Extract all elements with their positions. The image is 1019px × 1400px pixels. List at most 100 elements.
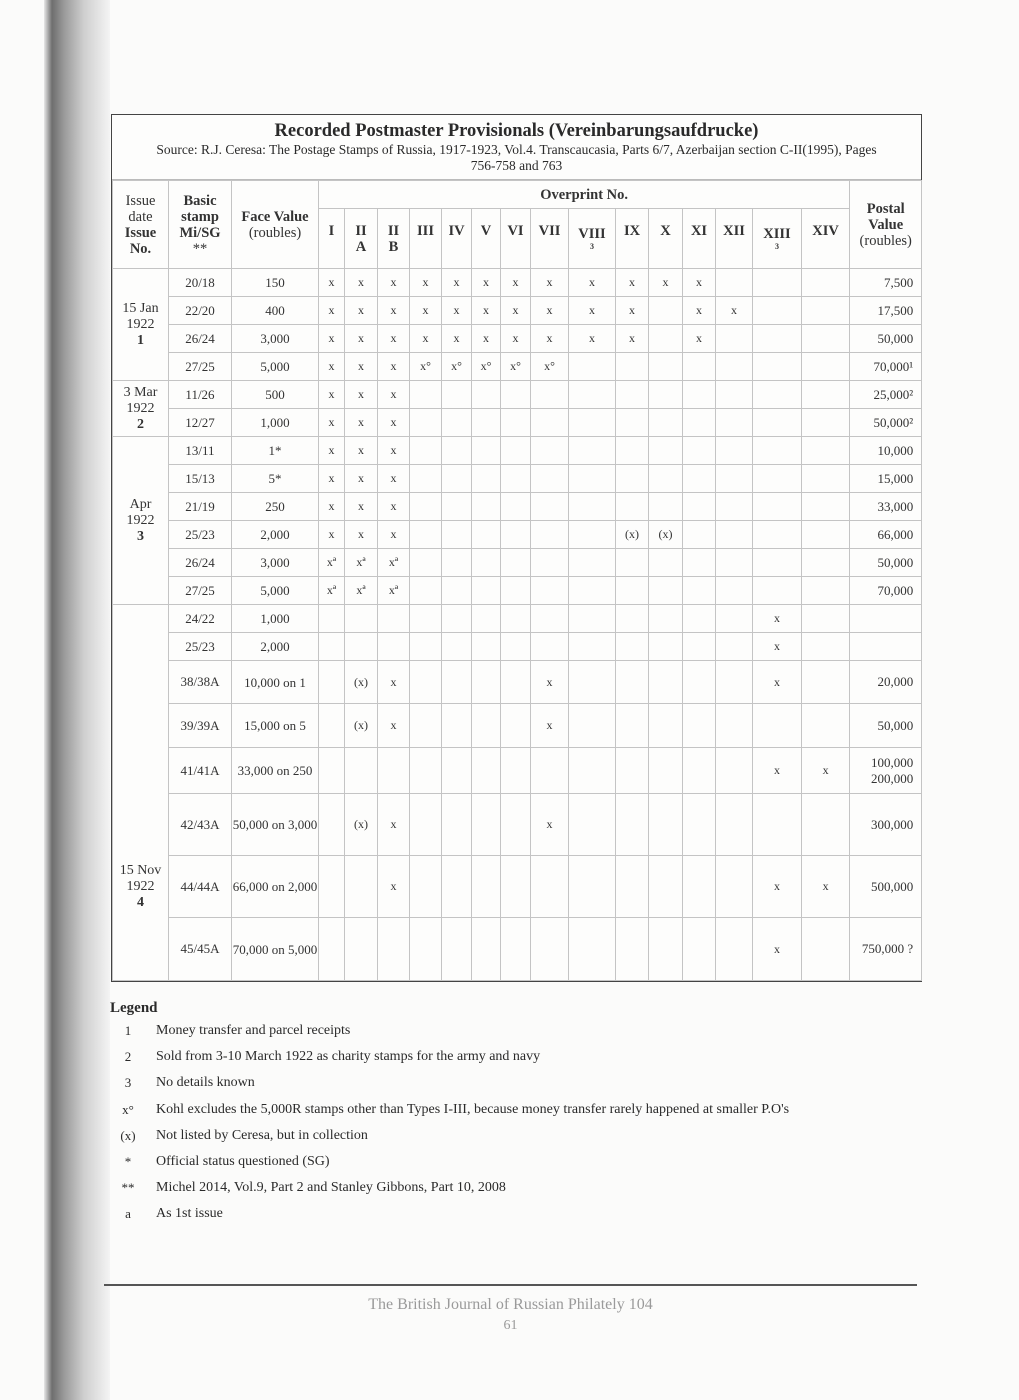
legend-symbol: (x) xyxy=(120,1127,136,1143)
footer-journal: The British Journal of Russian Philately… xyxy=(368,1296,653,1313)
overprint-mark-cell xyxy=(500,548,531,577)
legend-text: Not listed by Ceresa, but in collection xyxy=(156,1127,368,1143)
postal-value-cell: 70,000 xyxy=(849,576,923,605)
basic-stamp-cell: 11/26 xyxy=(168,380,232,409)
overprint-mark-cell xyxy=(377,604,410,633)
overprint-mark-cell xyxy=(568,632,616,661)
overprint-mark-cell xyxy=(471,604,501,633)
overprint-mark-cell: x xyxy=(441,296,472,325)
table-row: 39/39A 15,000 on 5 (x) x x 50,000 xyxy=(113,703,923,748)
table-row: 25/23 2,000 x xyxy=(113,632,923,661)
overprint-mark-cell xyxy=(530,464,569,493)
overprint-mark-cell xyxy=(800,917,851,981)
overprint-mark-cell: x xyxy=(530,296,569,325)
overprint-col-label: VIII xyxy=(578,226,606,242)
table-source: Source: R.J. Ceresa: The Postage Stamps … xyxy=(156,142,877,173)
overprint-mark-cell xyxy=(568,548,616,577)
overprint-mark-cell xyxy=(409,520,442,549)
overprint-mark-cell: x xyxy=(682,324,716,353)
overprint-mark-cell xyxy=(752,380,802,409)
overprint-mark-cell xyxy=(715,604,753,633)
overprint-mark-cell xyxy=(800,604,851,633)
provisionals-table: Issue date Issue No. Basic stamp Mi/SG ** Fa… xyxy=(112,180,923,981)
overprint-mark-cell xyxy=(471,520,501,549)
overprint-col-label: II xyxy=(355,222,367,239)
overprint-mark-cell xyxy=(441,464,472,493)
legend-symbol: x° xyxy=(122,1101,134,1117)
header-overprint-col: II B xyxy=(377,208,410,269)
overprint-mark-cell xyxy=(568,703,616,748)
overprint-mark-cell xyxy=(500,576,531,605)
overprint-mark-cell: x xyxy=(530,793,569,856)
overprint-mark-cell xyxy=(409,492,442,521)
header-overprint-col: XIV xyxy=(800,208,851,269)
overprint-mark-cell xyxy=(441,520,472,549)
header-overprint: Overprint No. xyxy=(317,180,851,209)
basic-stamp-cell: 15/13 xyxy=(168,464,232,493)
table-row: 26/24 3,000 x x x x x x x x x x x 50,000 xyxy=(113,324,923,353)
overprint-mark-cell: x xyxy=(318,324,345,353)
overprint-mark-cell xyxy=(568,520,616,549)
overprint-mark-cell xyxy=(615,660,649,704)
legend-symbol: 1 xyxy=(124,1023,132,1038)
basic-stamp-cell: 24/22 xyxy=(168,604,232,633)
overprint-mark-cell: x xyxy=(441,324,472,353)
overprint-mark-cell: x xyxy=(648,268,683,297)
overprint-mark-cell: x xyxy=(500,268,531,297)
legend-item: ** Michel 2014, Vol.9, Part 2 and Stanley… xyxy=(110,1180,789,1206)
overprint-mark-cell xyxy=(800,408,851,437)
legend-symbol: a xyxy=(125,1206,131,1222)
overprint-mark-cell: x xyxy=(530,660,569,704)
overprint-mark-cell xyxy=(615,604,649,633)
issue-number: 2 xyxy=(137,416,144,432)
overprint-mark-cell xyxy=(471,793,501,856)
postal-value-cell: 15,000 xyxy=(849,464,923,493)
overprint-mark-cell xyxy=(441,604,472,633)
issue-group-cell: 15 Jan 1922 1 xyxy=(112,268,169,381)
header-face-unit: (roubles) xyxy=(248,224,302,241)
overprint-mark-cell xyxy=(615,917,649,981)
overprint-mark-cell xyxy=(715,855,753,918)
face-value-cell: 33,000 on 250 xyxy=(231,747,319,794)
overprint-col-label: III xyxy=(417,222,434,239)
overprint-mark-cell xyxy=(800,464,851,493)
overprint-mark-cell xyxy=(800,703,851,748)
overprint-mark-cell xyxy=(648,352,683,381)
overprint-mark-cell: x xyxy=(318,436,345,465)
overprint-mark-cell xyxy=(752,520,802,549)
face-value-cell: 2,000 xyxy=(231,632,319,661)
overprint-mark-cell xyxy=(500,747,531,794)
issue-date: 15 Jan xyxy=(122,300,159,316)
overprint-mark-cell xyxy=(648,408,683,437)
postal-value-cell: 66,000 xyxy=(849,520,923,549)
overprint-mark-cell xyxy=(530,632,569,661)
overprint-mark-cell xyxy=(500,660,531,704)
overprint-mark-cell xyxy=(500,520,531,549)
overprint-mark-cell xyxy=(715,660,753,704)
overprint-mark-cell: x xyxy=(682,268,716,297)
postal-value-cell: 50,000 xyxy=(849,324,923,353)
overprint-mark-cell xyxy=(377,917,410,981)
overprint-mark-cell xyxy=(648,492,683,521)
overprint-mark-cell: x xyxy=(500,296,531,325)
provisionals-table-frame: Recorded Postmaster Provisionals (Verein… xyxy=(111,114,923,982)
header-face-value: Face Value (roubles) xyxy=(231,180,319,269)
header-overprint-col: II A xyxy=(344,208,378,269)
overprint-mark-cell: x xyxy=(344,520,378,549)
face-value-cell: 5,000 xyxy=(231,576,319,605)
overprint-mark-cell xyxy=(568,408,616,437)
overprint-mark-cell xyxy=(441,855,472,918)
header-issue-date: Issue date xyxy=(125,192,156,225)
overprint-mark-cell: x xyxy=(568,296,616,325)
basic-stamp-cell: 45/45A xyxy=(168,917,232,981)
legend-item: 2 Sold from 3-10 March 1922 as charity st… xyxy=(110,1049,789,1075)
overprint-mark-cell xyxy=(800,793,851,856)
table-caption: Recorded Postmaster Provisionals (Verein… xyxy=(112,115,921,180)
overprint-mark-cell: x xyxy=(318,380,345,409)
overprint-mark-cell: x xyxy=(568,268,616,297)
overprint-mark-cell xyxy=(752,436,802,465)
legend-text: As 1st issue xyxy=(156,1206,223,1222)
legend-symbol: * xyxy=(124,1153,132,1169)
overprint-mark-cell xyxy=(409,703,442,748)
overprint-mark-cell xyxy=(615,436,649,465)
